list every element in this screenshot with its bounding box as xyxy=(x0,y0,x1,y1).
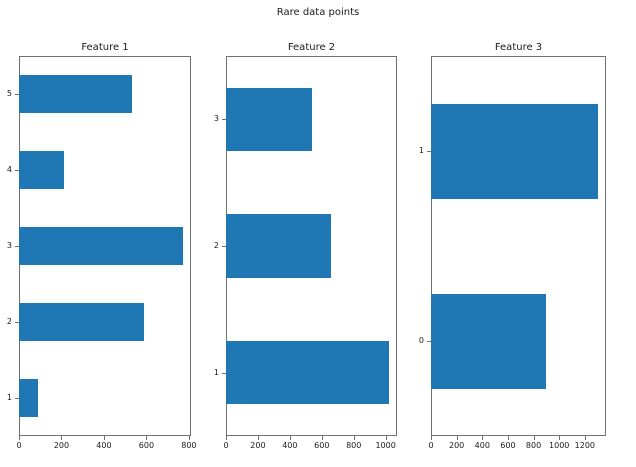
y-tick-label: 3 xyxy=(6,241,12,250)
x-tick-mark xyxy=(19,436,20,440)
bar-2 xyxy=(19,303,145,341)
x-tick-mark xyxy=(103,436,105,440)
x-tick-label: 200 xyxy=(250,441,266,450)
x-tick-label: 200 xyxy=(53,441,70,450)
bar-4 xyxy=(19,151,64,189)
x-tick-mark xyxy=(61,436,63,440)
x-tick-mark xyxy=(385,436,387,440)
bar-2 xyxy=(226,214,332,278)
bar-0 xyxy=(431,293,547,389)
y-tick-mark xyxy=(15,94,19,95)
x-tick-label: 1000 xyxy=(549,441,570,450)
x-tick-label: 0 xyxy=(16,441,22,450)
y-tick-mark xyxy=(427,151,431,152)
x-tick-label: 400 xyxy=(96,441,112,450)
x-tick-label: 600 xyxy=(138,441,155,450)
y-tick-mark xyxy=(15,322,19,323)
y-tick-label: 2 xyxy=(6,317,12,326)
x-tick-label: 1000 xyxy=(375,441,396,450)
x-tick-mark xyxy=(146,436,148,440)
x-tick-mark xyxy=(188,436,190,440)
x-tick-mark xyxy=(584,436,586,440)
subplot-feature-3: Feature 3 0 1 0 200 400 600 800 1000 1200 xyxy=(419,42,606,450)
x-tick-label: 800 xyxy=(525,441,542,450)
x-tick-mark xyxy=(456,436,458,440)
y-tick-label: 2 xyxy=(213,241,219,250)
y-tick-mark xyxy=(427,341,431,342)
x-tick-label: 600 xyxy=(314,441,330,450)
x-tick-label: 800 xyxy=(181,441,197,450)
x-tick-label: 800 xyxy=(346,441,362,450)
y-tick-mark xyxy=(222,119,226,121)
y-tick-label: 1 xyxy=(6,393,12,402)
y-tick-label: 1 xyxy=(418,146,424,155)
axes-title: Feature 3 xyxy=(494,42,543,53)
bar-5 xyxy=(19,75,132,113)
x-tick-mark xyxy=(533,436,535,440)
x-tick-label: 0 xyxy=(223,441,229,450)
subplot-feature-1: Feature 1 1 2 3 4 5 0 200 400 600 800 xyxy=(7,42,197,450)
x-tick-label: 400 xyxy=(282,441,298,450)
figure-suptitle: Rare data points xyxy=(276,7,360,18)
axes-title: Feature 1 xyxy=(81,42,129,53)
x-tick-mark xyxy=(257,436,259,440)
x-tick-label: 600 xyxy=(500,441,516,450)
y-tick-mark xyxy=(222,372,226,374)
y-tick-label: 4 xyxy=(6,165,12,174)
y-tick-label: 0 xyxy=(418,336,424,345)
x-tick-mark xyxy=(321,436,323,440)
bar-3 xyxy=(19,227,183,265)
y-tick-label: 1 xyxy=(213,367,219,377)
y-tick-mark xyxy=(15,246,19,247)
x-tick-label: 200 xyxy=(449,441,465,450)
x-tick-mark xyxy=(289,436,291,440)
bar-3 xyxy=(226,87,313,151)
bar-1 xyxy=(226,341,389,405)
y-tick-mark xyxy=(222,246,226,247)
x-tick-mark xyxy=(559,436,561,440)
bar-1 xyxy=(19,379,39,417)
x-tick-mark xyxy=(482,436,484,440)
y-tick-label: 3 xyxy=(213,114,219,124)
subplot-feature-2: Feature 2 1 2 3 0 200 400 600 800 1000 xyxy=(214,42,397,450)
x-tick-mark xyxy=(431,436,432,440)
axes-title: Feature 2 xyxy=(287,42,336,53)
x-tick-label: 0 xyxy=(428,441,434,450)
x-tick-label: 1200 xyxy=(574,441,596,450)
x-tick-label: 400 xyxy=(474,441,490,450)
x-tick-mark xyxy=(507,436,509,440)
y-tick-mark xyxy=(15,398,19,399)
y-tick-label: 5 xyxy=(6,89,12,98)
x-tick-mark xyxy=(226,436,227,440)
x-tick-mark xyxy=(353,436,355,440)
bar-1 xyxy=(431,103,598,199)
y-tick-mark xyxy=(15,170,19,171)
